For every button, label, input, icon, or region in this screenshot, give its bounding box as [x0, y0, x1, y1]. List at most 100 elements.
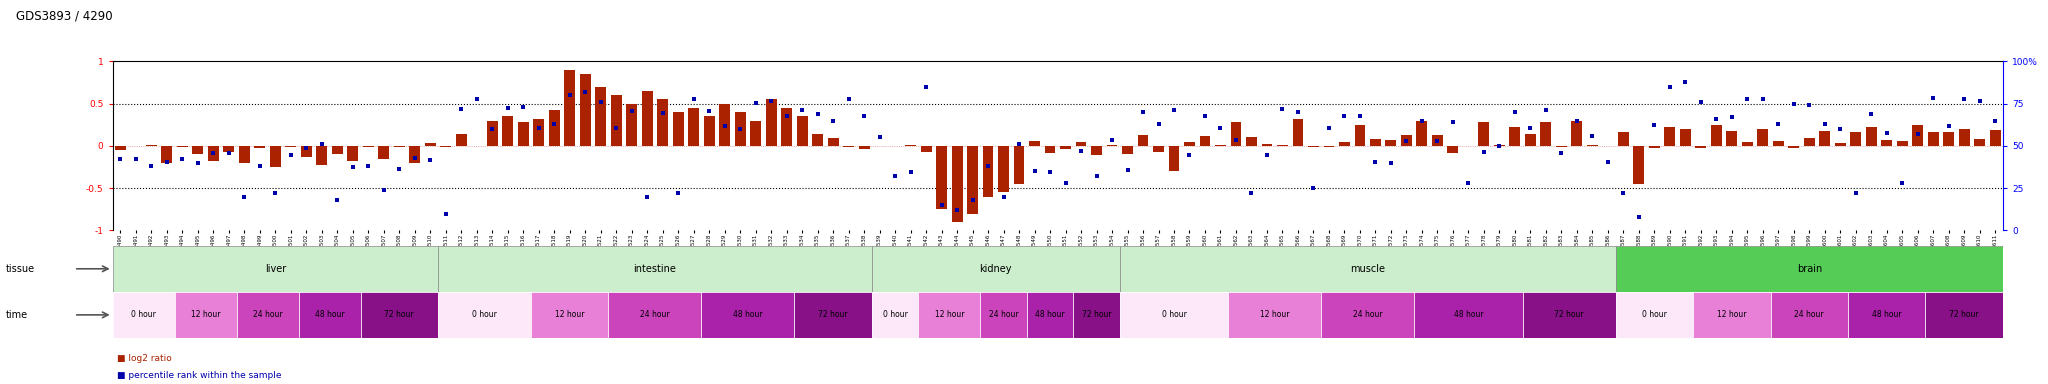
Bar — [905, 145, 915, 146]
Bar — [1401, 135, 1411, 146]
Bar — [1835, 142, 1845, 146]
Point — [1855, 111, 1888, 117]
Point — [739, 99, 772, 106]
Text: brain: brain — [1796, 264, 1823, 274]
Point — [940, 207, 973, 213]
Bar — [1231, 122, 1241, 146]
Bar — [1153, 146, 1163, 152]
Point — [1313, 125, 1346, 131]
Text: 0 hour: 0 hour — [883, 310, 907, 319]
Bar — [285, 146, 297, 147]
Bar — [1323, 146, 1335, 147]
Bar — [424, 143, 436, 146]
Point — [1778, 101, 1810, 107]
Point — [1296, 185, 1329, 191]
Bar — [530, 292, 608, 338]
Text: 48 hour: 48 hour — [1454, 310, 1483, 319]
Point — [1065, 148, 1098, 154]
Point — [600, 125, 633, 131]
Bar — [700, 292, 795, 338]
Text: 72 hour: 72 hour — [1081, 310, 1112, 319]
Point — [1716, 114, 1749, 120]
Bar — [1122, 146, 1133, 154]
Bar — [1278, 145, 1288, 146]
Bar — [1309, 146, 1319, 147]
Point — [569, 89, 602, 95]
Point — [1792, 102, 1825, 108]
Bar — [1120, 292, 1229, 338]
Point — [1405, 118, 1438, 124]
Bar — [1974, 139, 1985, 146]
Bar — [438, 246, 872, 292]
Point — [1374, 160, 1407, 166]
Point — [1622, 214, 1655, 220]
Point — [1638, 122, 1671, 129]
Text: 48 hour: 48 hour — [315, 310, 344, 319]
Point — [1747, 96, 1780, 102]
Point — [1235, 190, 1268, 196]
Bar — [872, 246, 1120, 292]
Point — [1544, 150, 1577, 156]
Bar — [223, 146, 233, 152]
Bar — [952, 146, 963, 222]
Bar — [1417, 121, 1427, 146]
Point — [770, 113, 803, 119]
Point — [786, 107, 819, 113]
Bar — [565, 70, 575, 146]
Text: kidney: kidney — [979, 264, 1012, 274]
Bar — [1649, 146, 1659, 147]
Bar — [438, 292, 530, 338]
Bar — [270, 146, 281, 167]
Text: muscle: muscle — [1350, 264, 1384, 274]
Text: 0 hour: 0 hour — [473, 310, 498, 319]
Text: 24 hour: 24 hour — [1794, 310, 1825, 319]
Text: 72 hour: 72 hour — [819, 310, 848, 319]
Bar — [936, 146, 946, 209]
Bar — [610, 95, 623, 146]
Bar — [735, 112, 745, 146]
Bar — [1169, 146, 1180, 171]
Bar — [1819, 131, 1831, 146]
Point — [1483, 143, 1516, 149]
Point — [1188, 113, 1221, 119]
Bar — [301, 146, 311, 157]
Bar — [1262, 144, 1272, 146]
Text: 0 hour: 0 hour — [131, 310, 156, 319]
Bar — [627, 104, 637, 146]
Bar — [1106, 145, 1118, 146]
Point — [1468, 149, 1501, 155]
Bar — [315, 146, 328, 164]
Point — [291, 145, 324, 151]
Point — [352, 163, 385, 169]
Bar — [532, 119, 545, 146]
Bar — [393, 146, 406, 147]
Point — [1436, 119, 1468, 125]
Text: 48 hour: 48 hour — [1872, 310, 1901, 319]
Bar — [922, 146, 932, 152]
Point — [1886, 180, 1919, 186]
Point — [647, 110, 680, 116]
Point — [801, 111, 834, 117]
Point — [244, 163, 276, 169]
Point — [1221, 137, 1253, 143]
Bar — [1665, 127, 1675, 146]
Point — [522, 125, 555, 131]
Point — [135, 163, 168, 169]
Point — [104, 156, 137, 162]
Text: 72 hour: 72 hour — [1554, 310, 1583, 319]
Point — [1004, 141, 1036, 147]
Bar — [1788, 146, 1800, 148]
Point — [1096, 137, 1128, 144]
Bar — [1804, 137, 1815, 146]
Bar — [1991, 130, 2001, 146]
Bar — [1026, 292, 1073, 338]
Text: 12 hour: 12 hour — [555, 310, 584, 319]
Bar — [379, 146, 389, 159]
Bar — [176, 146, 188, 147]
Text: 12 hour: 12 hour — [934, 310, 965, 319]
Bar — [1571, 121, 1583, 146]
Bar — [113, 292, 174, 338]
Bar — [858, 146, 870, 149]
Point — [1933, 122, 1966, 129]
Bar — [1386, 140, 1397, 146]
